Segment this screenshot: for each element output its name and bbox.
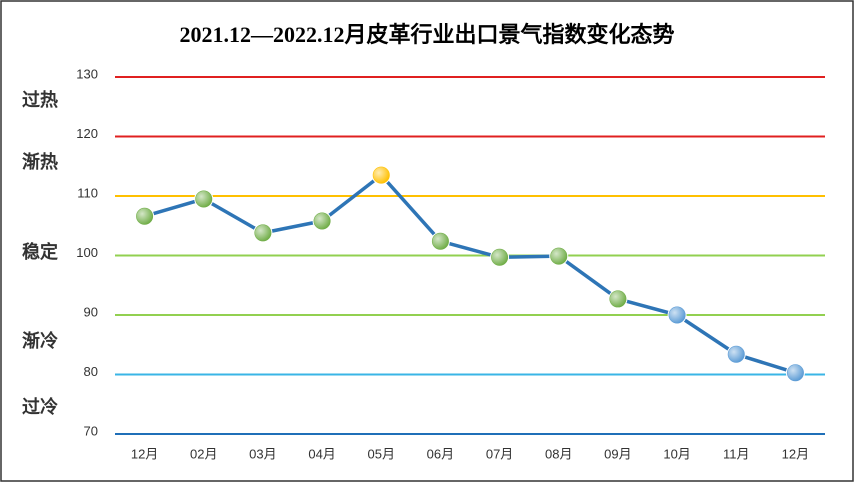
y-tick-label: 80 — [84, 364, 98, 379]
x-tick-label: 07月 — [486, 446, 513, 461]
y-tick-label: 130 — [76, 66, 98, 81]
chart-title: 2021.12—2022.12月皮革行业出口景气指数变化态势 — [179, 22, 674, 47]
x-tick-label: 06月 — [427, 446, 454, 461]
data-point-shine — [609, 290, 626, 307]
data-point-shine — [491, 249, 508, 266]
y-tick-label: 120 — [76, 126, 98, 141]
data-point-shine — [669, 307, 686, 323]
zone-label: 稳定 — [22, 241, 58, 263]
zone-label: 渐冷 — [22, 330, 58, 352]
data-point-shine — [254, 224, 271, 241]
zone-label: 过冷 — [22, 396, 58, 418]
data-point-shine — [373, 167, 390, 184]
series-line — [144, 173, 796, 375]
y-tick-label: 70 — [84, 423, 98, 438]
data-point-shine — [195, 190, 212, 207]
x-tick-label: 08月 — [545, 446, 572, 461]
x-tick-label: 10月 — [663, 446, 690, 461]
x-tick-label: 11月 — [723, 446, 750, 461]
x-tick-label: 05月 — [368, 446, 395, 461]
y-tick-label: 90 — [84, 304, 98, 319]
x-tick-label: 04月 — [308, 446, 335, 461]
data-point-shine — [787, 364, 804, 381]
zone-label: 过热 — [22, 89, 58, 111]
data-point-shine — [550, 248, 567, 265]
x-tick-label: 12月 — [131, 446, 158, 461]
data-point-shine — [314, 212, 331, 229]
y-tick-label: 100 — [76, 245, 98, 260]
data-point-shine — [432, 233, 449, 250]
zone-label: 渐热 — [22, 151, 58, 173]
x-tick-label: 12月 — [782, 446, 809, 461]
x-tick-label: 03月 — [249, 446, 276, 461]
x-tick-label: 09月 — [604, 446, 631, 461]
y-tick-label: 110 — [77, 185, 98, 200]
data-point-shine — [728, 346, 745, 363]
x-tick-label: 02月 — [190, 446, 217, 461]
data-point-shine — [136, 208, 153, 225]
